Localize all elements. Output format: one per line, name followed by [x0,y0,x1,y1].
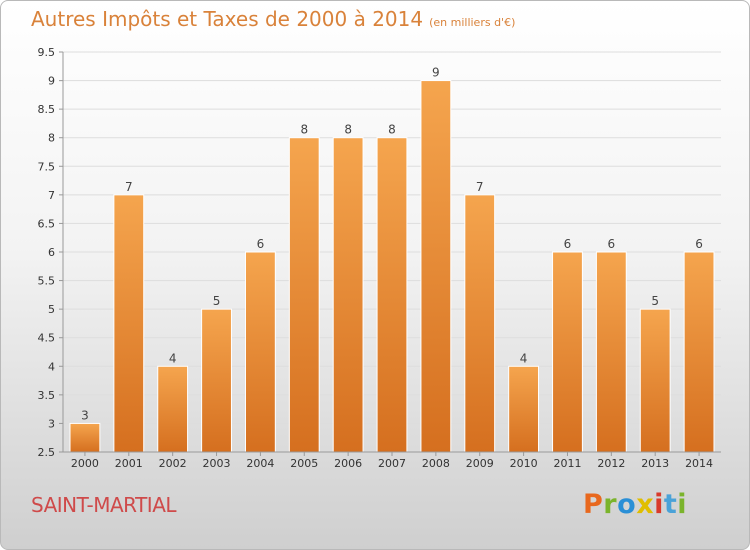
chart-title-text: Autres Impôts et Taxes de 2000 à 2014 [31,7,424,31]
value-label: 5 [213,294,221,308]
x-tick-label: 2000 [71,457,99,470]
x-tick-label: 2008 [422,457,450,470]
value-label: 7 [476,180,484,194]
y-tick-label: 4 [48,360,55,373]
logo-letter: x [636,489,655,520]
y-tick-label: 2.5 [38,446,56,459]
bar [332,137,364,453]
value-label: 6 [257,237,265,251]
bar [113,194,145,453]
chart-title: Autres Impôts et Taxes de 2000 à 2014 (en… [31,7,515,31]
bar [639,308,671,453]
value-label: 4 [169,351,177,365]
bar [288,137,320,453]
logo-letter: P [583,489,604,520]
value-label: 6 [695,237,703,251]
bar [595,251,627,453]
value-label: 7 [125,180,133,194]
value-label: 8 [344,123,352,137]
value-label: 5 [651,294,659,308]
x-tick-label: 2003 [203,457,231,470]
bar [420,80,452,453]
x-tick-label: 2005 [290,457,318,470]
chart-subtitle: (en milliers d'€) [429,16,516,29]
x-tick-label: 2013 [641,457,669,470]
bar [508,365,540,453]
bars [69,80,715,453]
value-label: 6 [564,237,572,251]
x-tick-label: 2007 [378,457,406,470]
bar [69,422,101,453]
y-tick-label: 3 [48,417,55,430]
axes [59,51,721,456]
y-tick-label: 6 [48,246,55,259]
logo-letter: r [603,489,618,520]
logo-letter: o [617,489,637,520]
bar [552,251,583,453]
value-label: 6 [608,237,616,251]
y-tick-label: 6.5 [38,217,56,230]
x-tick-label: 2011 [553,457,581,470]
logo-letter: i [654,489,664,520]
bar [376,137,408,453]
bar [464,194,496,453]
proxiti-logo: Proxiti [583,489,687,520]
x-tick-label: 2009 [466,457,494,470]
x-tick-label: 2004 [246,457,274,470]
bar [201,308,232,453]
y-tick-label: 3.5 [38,389,56,402]
value-label: 9 [432,66,440,80]
value-label: 4 [520,351,528,365]
value-label: 3 [81,408,89,422]
y-tick-label: 7 [48,189,55,202]
y-tick-label: 5 [48,303,55,316]
x-tick-label: 2002 [159,457,187,470]
value-label: 8 [300,123,308,137]
y-tick-label: 7.5 [38,160,56,173]
x-tick-label: 2012 [597,457,625,470]
y-tick-label: 9.5 [38,46,56,59]
y-tick-label: 5.5 [38,275,56,288]
x-tick-label: 2001 [115,457,143,470]
x-tick-label: 2010 [510,457,538,470]
bar [157,365,189,453]
y-tick-label: 8 [48,132,55,145]
x-tick-label: 2014 [685,457,713,470]
commune-name: SAINT-MARTIAL [31,493,177,517]
x-tick-label: 2006 [334,457,362,470]
logo-letter: i [677,489,688,520]
logo-letter: t [663,489,678,520]
y-tick-label: 8.5 [38,103,56,116]
value-label: 8 [388,123,396,137]
bar [683,251,715,453]
labels: 2.5 3 3.5 4 4.5 5 5.5 6 6.5 7 7.5 8 8.5 9 9.5 3 2000 7 200… [38,46,714,470]
y-tick-label: 9 [48,75,55,88]
bar [244,251,276,453]
y-tick-label: 4.5 [38,332,56,345]
